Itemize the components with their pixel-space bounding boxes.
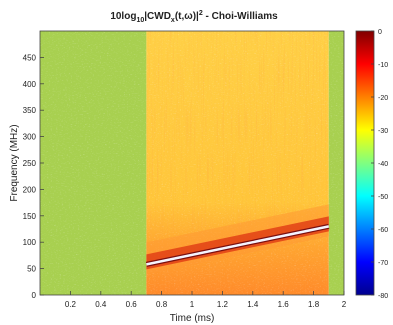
x-tick-label: 0.2 <box>65 300 77 309</box>
x-tick-label: 0.4 <box>95 300 107 309</box>
y-tick-label: 200 <box>23 185 37 194</box>
y-tick-label: 150 <box>23 212 37 221</box>
chirp-line <box>145 204 330 275</box>
colorbar-ticks: 0 -10 -20 -30 -40 -50 -60 -70 -80 <box>371 29 388 300</box>
colorbar-tick-label: -50 <box>378 194 388 201</box>
y-tick-label: 0 <box>32 291 37 300</box>
y-axis-label: Frequency (MHz) <box>9 124 20 201</box>
colorbar-tick-label: -20 <box>378 95 388 102</box>
y-tick-label: 50 <box>27 265 36 274</box>
x-tick-label: 1.2 <box>217 300 229 309</box>
x-tick-label: 0.6 <box>126 300 138 309</box>
x-tick-label: 1.4 <box>247 300 259 309</box>
x-tick-label: 1.8 <box>308 300 320 309</box>
colorbar-tick-label: -80 <box>378 293 388 300</box>
x-axis-label: Time (ms) <box>170 313 215 324</box>
x-axis-ticks: 0.2 0.4 0.6 0.8 1 1.2 1.4 1.6 1.8 2 <box>65 291 347 309</box>
colorbar-tick-label: -40 <box>378 161 388 168</box>
x-tick-label: 2 <box>342 300 347 309</box>
y-tick-label: 450 <box>23 53 37 62</box>
chirp-ridge <box>146 225 330 266</box>
x-tick-label: 1 <box>190 300 195 309</box>
colorbar-tick-label: -30 <box>378 128 388 135</box>
y-tick-label: 300 <box>23 133 37 142</box>
y-tick-label: 250 <box>23 159 37 168</box>
x-tick-label: 0.8 <box>156 300 168 309</box>
y-axis-ticks: 0 50 100 150 200 250 300 350 400 450 <box>23 53 44 300</box>
colorbar-tick-label: -60 <box>378 227 388 234</box>
y-tick-label: 350 <box>23 106 37 115</box>
y-tick-label: 400 <box>23 80 37 89</box>
colorbar-tick-label: 0 <box>378 29 382 36</box>
x-tick-label: 1.6 <box>278 300 290 309</box>
colorbar-tick-label: -70 <box>378 260 388 267</box>
svg-text:10log10|CWDx(t,ω)|2 - Choi-Wil: 10log10|CWDx(t,ω)|2 - Choi-Williams <box>110 10 278 24</box>
spectrogram-plot <box>40 31 344 295</box>
y-tick-label: 100 <box>23 238 37 247</box>
colorbar-tick-label: -10 <box>378 62 388 69</box>
chart-title: 10log10|CWDx(t,ω)|2 - Choi-Williams <box>110 10 278 24</box>
